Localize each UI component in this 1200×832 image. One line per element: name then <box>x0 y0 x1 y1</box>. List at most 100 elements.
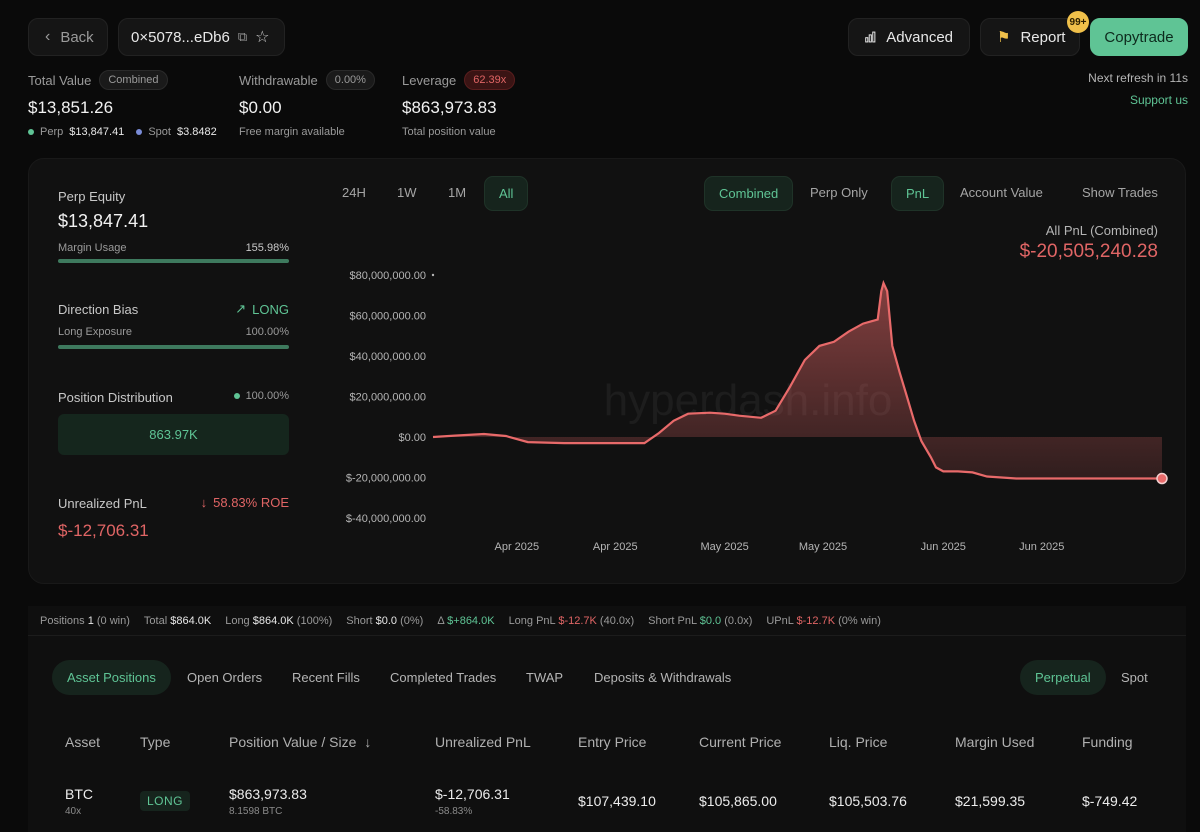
spot-label: Spot <box>148 126 171 138</box>
refresh-text: Next refresh in 11s <box>1088 71 1188 85</box>
x-tick-label: Jun 2025 <box>1019 541 1064 553</box>
mode-combined[interactable]: Combined <box>704 176 794 211</box>
pnl-line <box>432 279 1162 480</box>
pnl-chart[interactable]: hyperdash.info $80,000,000.00$60,000,000… <box>330 260 1180 560</box>
strip-upnl: UPnL $-12.7K (0% win) <box>766 615 881 627</box>
long-exposure-bar <box>58 345 289 349</box>
tab-completed-trades[interactable]: Completed Trades <box>390 670 497 685</box>
chart-headline-value: $-20,505,240.28 <box>1019 241 1158 262</box>
range-24h[interactable]: 24H <box>342 185 366 200</box>
tab-recent-fills[interactable]: Recent Fills <box>292 670 360 685</box>
show-trades-button[interactable]: Show Trades <box>1082 185 1158 200</box>
leverage-value: $863,973.83 <box>402 98 497 117</box>
mode-perp-only[interactable]: Perp Only <box>810 185 868 200</box>
positions-note: (0 win) <box>96 614 130 627</box>
delta-value: $+864.0K <box>447 614 495 627</box>
tab-asset-positions[interactable]: Asset Positions <box>52 660 171 695</box>
x-tick-label: May 2025 <box>700 541 748 553</box>
range-1m[interactable]: 1M <box>448 185 467 200</box>
perp-dot <box>28 129 34 135</box>
chevron-left-icon: ‹ <box>45 28 51 45</box>
row-unrealized-pct: -58.83% <box>435 806 473 817</box>
short-pnl-value: $0.0 <box>699 614 722 627</box>
row-leverage: 40x <box>65 806 82 817</box>
withdrawable-sub: Free margin available <box>239 126 345 138</box>
col-type[interactable]: Type <box>140 734 171 750</box>
short-note: (0%) <box>400 614 424 627</box>
total-label: Total <box>143 614 168 627</box>
direction-bias-value: LONG <box>252 301 289 317</box>
total-value-strip: $864.0K <box>170 614 212 627</box>
strip-long: Long $864.0K (100%) <box>225 615 332 627</box>
x-tick-label: May 2025 <box>799 541 847 553</box>
row-funding: $-749.42 <box>1082 793 1138 809</box>
star-icon[interactable]: ☆ <box>255 29 270 46</box>
range-1w[interactable]: 1W <box>397 185 417 200</box>
row-asset: BTC <box>65 786 93 802</box>
report-button[interactable]: ⚑ Report 99+ <box>980 11 1089 56</box>
row-type-badge: LONG <box>140 791 191 811</box>
positions-value: 1 <box>87 614 94 627</box>
margin-usage-value: 155.98% <box>245 242 289 254</box>
y-tick-label: $0.00 <box>398 432 426 444</box>
short-pnl-note: (0.0x) <box>724 614 753 627</box>
tab-twap[interactable]: TWAP <box>526 670 564 685</box>
col-liq-price[interactable]: Liq. Price <box>829 734 888 750</box>
tab-deposits-withdrawals[interactable]: Deposits & Withdrawals <box>594 670 732 685</box>
long-note: (100%) <box>296 614 333 627</box>
wallet-address[interactable]: 0×5078...eDb6 <box>131 28 230 46</box>
support-link[interactable]: Support us <box>1129 93 1188 107</box>
chart-headline-label: All PnL (Combined) <box>1045 223 1158 238</box>
advanced-button[interactable]: Advanced <box>848 18 970 56</box>
col-position-value[interactable]: Position Value / Size ↓ <box>229 734 371 750</box>
unrealized-roe-value: 58.83% ROE <box>213 495 289 510</box>
withdrawable-label: Withdrawable <box>239 72 318 88</box>
y-tick-label: $80,000,000.00 <box>350 270 426 282</box>
distribution-bar[interactable]: 863.97K <box>58 414 289 455</box>
metric-pnl[interactable]: PnL <box>891 176 945 211</box>
position-distribution: 100.00% <box>233 390 289 402</box>
x-tick-label: Jun 2025 <box>921 541 966 553</box>
total-value-label: Total Value <box>28 72 92 88</box>
copytrade-button[interactable]: Copytrade <box>1090 18 1188 56</box>
direction-bias: ↗ LONG <box>235 301 289 317</box>
row-current: $105,865.00 <box>699 793 777 809</box>
strip-long-pnl: Long PnL $-12.7K (40.0x) <box>509 615 635 627</box>
back-button[interactable]: ‹ Back <box>28 18 108 56</box>
metric-account-value[interactable]: Account Value <box>960 185 1043 200</box>
strip-total: Total $864.0K <box>144 615 211 627</box>
spot-value: $3.8482 <box>176 126 217 138</box>
y-tick-label: $-20,000,000.00 <box>346 473 426 485</box>
overview-panel <box>28 158 1186 584</box>
tab-perpetual[interactable]: Perpetual <box>1020 660 1106 695</box>
arrow-down-icon: ↓ <box>200 495 208 510</box>
total-value-block: Total Value Combined $13,851.26 Perp $13,… <box>28 70 217 138</box>
col-asset[interactable]: Asset <box>65 734 101 750</box>
range-all[interactable]: All <box>484 176 529 211</box>
col-funding[interactable]: Funding <box>1082 734 1133 750</box>
col-current-price[interactable]: Current Price <box>699 734 782 750</box>
tab-spot[interactable]: Spot <box>1121 670 1148 685</box>
y-tick-label: $20,000,000.00 <box>350 392 426 404</box>
col-entry-price[interactable]: Entry Price <box>578 734 647 750</box>
row-size: 8.1598 BTC <box>229 806 283 817</box>
pnl-last-point[interactable] <box>1156 472 1168 485</box>
positions-summary-strip: Positions 1 (0 win) Total $864.0K Long $… <box>28 606 1186 636</box>
col-unrealized-pnl[interactable]: Unrealized PnL <box>435 734 531 750</box>
distribution-dot <box>233 393 240 399</box>
position-distribution-value: 100.00% <box>245 390 289 402</box>
perp-label: Perp <box>40 126 64 138</box>
leverage-block: Leverage 62.39x $863,973.83 Total positio… <box>402 70 516 138</box>
delta-label: Δ <box>437 614 445 627</box>
advanced-label: Advanced <box>886 28 953 46</box>
tab-open-orders[interactable]: Open Orders <box>187 670 263 685</box>
copy-icon[interactable]: ⧉ <box>237 29 248 44</box>
col-margin-used[interactable]: Margin Used <box>955 734 1035 750</box>
withdrawable-block: Withdrawable 0.00% $0.00 Free margin avai… <box>239 70 375 138</box>
perp-equity-value: $13,847.41 <box>58 211 149 231</box>
strip-delta: Δ $+864.0K <box>437 615 494 627</box>
total-value-chip[interactable]: Combined <box>99 70 168 90</box>
y-tick-label: $60,000,000.00 <box>350 311 426 323</box>
margin-usage-bar <box>58 259 289 263</box>
position-distribution-label: Position Distribution <box>58 390 173 405</box>
